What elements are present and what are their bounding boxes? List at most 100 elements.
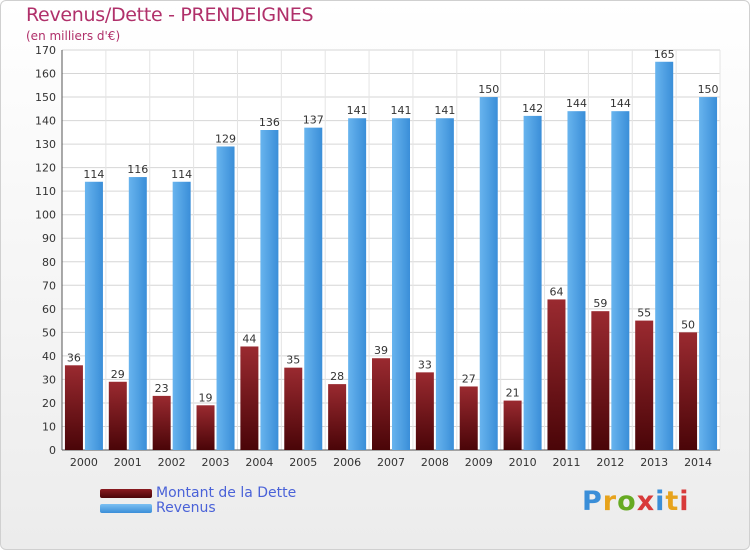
- data-label-dette: 44: [242, 332, 256, 345]
- data-label-dette: 27: [462, 372, 476, 385]
- data-label-dette: 23: [155, 382, 169, 395]
- bar-revenus: [216, 146, 235, 450]
- data-label-dette: 64: [549, 285, 563, 298]
- data-label-revenus: 142: [522, 102, 543, 115]
- y-tick-label: 70: [42, 279, 56, 292]
- data-label-dette: 35: [286, 354, 300, 367]
- data-label-revenus: 144: [610, 97, 631, 110]
- bar-revenus: [655, 61, 674, 450]
- legend-label-revenus: Revenus: [156, 500, 216, 516]
- y-tick-label: 50: [42, 326, 56, 339]
- bar-revenus: [348, 118, 367, 450]
- data-label-revenus: 136: [259, 116, 280, 129]
- legend-label-dette: Montant de la Dette: [156, 485, 297, 501]
- bar-revenus: [128, 177, 147, 450]
- x-tick-label: 2000: [70, 456, 98, 469]
- chart-subtitle: (en milliers d'€): [26, 29, 121, 43]
- data-label-dette: 28: [330, 370, 344, 383]
- bar-revenus: [435, 118, 454, 450]
- logo-letter: i: [679, 486, 690, 517]
- y-tick-label: 170: [35, 44, 56, 57]
- proxiti-logo: Proxiti: [582, 486, 690, 517]
- data-label-dette: 29: [111, 368, 125, 381]
- y-tick-label: 90: [42, 232, 56, 245]
- x-tick-label: 2003: [202, 456, 230, 469]
- bar-dette: [196, 405, 215, 450]
- y-tick-label: 30: [42, 373, 56, 386]
- bar-dette: [459, 386, 478, 450]
- logo-letter: r: [602, 486, 618, 517]
- bar-revenus: [392, 118, 410, 450]
- bar-dette: [679, 332, 698, 450]
- x-tick-label: 2006: [333, 456, 361, 469]
- plot-area: [62, 50, 720, 450]
- data-label-dette: 50: [681, 318, 695, 331]
- data-label-revenus: 150: [478, 83, 499, 96]
- data-label-dette: 59: [593, 297, 607, 310]
- data-label-revenus: 114: [171, 168, 192, 181]
- y-tick-label: 120: [35, 162, 56, 175]
- x-tick-label: 2004: [245, 456, 273, 469]
- data-label-dette: 21: [506, 387, 520, 400]
- y-tick-label: 140: [35, 115, 56, 128]
- data-label-dette: 55: [637, 307, 651, 320]
- data-label-revenus: 116: [127, 163, 148, 176]
- x-tick-label: 2011: [552, 456, 580, 469]
- y-tick-label: 40: [42, 350, 56, 363]
- bar-dette: [503, 400, 522, 450]
- bar-dette: [108, 381, 127, 450]
- y-tick-label: 130: [35, 138, 56, 151]
- data-label-dette: 36: [67, 351, 81, 364]
- logo-letter: o: [617, 486, 637, 517]
- bar-dette: [284, 367, 303, 450]
- bar-dette: [415, 372, 434, 450]
- x-tick-label: 2013: [640, 456, 668, 469]
- x-tick-label: 2001: [114, 456, 142, 469]
- logo-letter: x: [636, 486, 656, 517]
- data-label-revenus: 114: [83, 168, 104, 181]
- x-tick-label: 2005: [289, 456, 317, 469]
- chart-title: Revenus/Dette - PRENDEIGNES: [26, 4, 314, 26]
- y-tick-label: 160: [35, 68, 56, 81]
- legend-swatch-dette: [100, 489, 152, 498]
- bar-dette: [547, 299, 566, 450]
- x-tick-label: 2014: [684, 456, 712, 469]
- data-label-revenus: 141: [434, 104, 455, 117]
- data-label-revenus: 165: [654, 48, 675, 61]
- x-tick-label: 2007: [377, 456, 405, 469]
- bar-revenus: [479, 97, 498, 450]
- y-tick-label: 20: [42, 397, 56, 410]
- bar-dette: [635, 320, 654, 450]
- data-label-revenus: 129: [215, 132, 236, 145]
- bar-revenus: [611, 111, 630, 451]
- data-label-dette: 33: [418, 358, 432, 371]
- bar-revenus: [172, 181, 191, 450]
- legend-swatch-revenus: [100, 504, 152, 513]
- y-tick-label: 110: [35, 185, 56, 198]
- bar-revenus: [567, 111, 586, 451]
- logo-letter: P: [582, 486, 603, 517]
- bar-revenus: [84, 181, 103, 450]
- data-label-dette: 39: [374, 344, 388, 357]
- x-tick-label: 2002: [158, 456, 186, 469]
- bar-dette: [591, 311, 610, 450]
- y-tick-label: 80: [42, 256, 56, 269]
- y-tick-label: 150: [35, 91, 56, 104]
- bar-dette: [152, 395, 171, 450]
- y-tick-label: 60: [42, 303, 56, 316]
- data-label-revenus: 137: [303, 114, 324, 127]
- bar-revenus: [260, 130, 279, 450]
- y-tick-label: 0: [49, 444, 56, 457]
- bar-revenus: [699, 97, 718, 450]
- bar-dette: [372, 358, 390, 450]
- x-tick-label: 2010: [509, 456, 537, 469]
- y-tick-label: 100: [35, 209, 56, 222]
- bar-dette: [328, 384, 347, 450]
- y-tick-label: 10: [42, 420, 56, 433]
- data-label-revenus: 144: [566, 97, 587, 110]
- bar-revenus: [523, 115, 542, 450]
- logo-letter: i: [655, 486, 666, 517]
- logo-letter: t: [665, 486, 680, 517]
- x-tick-label: 2012: [596, 456, 624, 469]
